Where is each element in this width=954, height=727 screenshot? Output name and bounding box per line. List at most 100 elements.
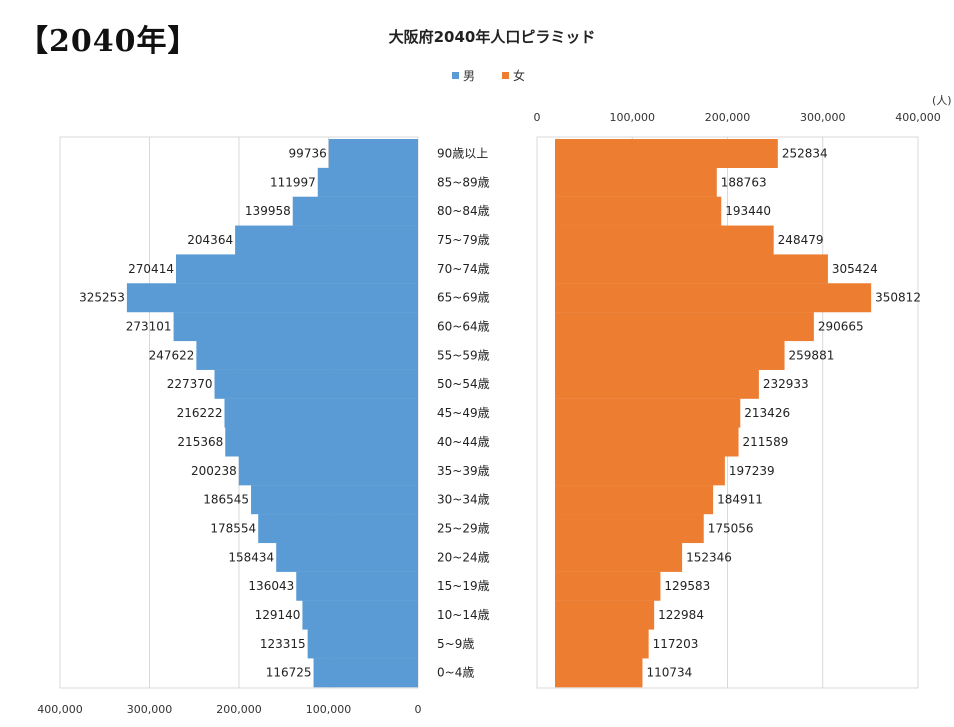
male-value-label: 186545: [203, 493, 249, 507]
female-bar: [555, 340, 785, 370]
male-bar: [328, 139, 418, 168]
female-value-label: 213426: [744, 406, 790, 420]
male-bar: [175, 254, 418, 284]
male-value-label: 123315: [260, 637, 306, 651]
female-axis-tick-label: 400,000: [895, 111, 941, 124]
male-bar: [302, 600, 418, 630]
female-value-label: 184911: [717, 493, 763, 507]
female-axis-tick-label: 100,000: [610, 111, 656, 124]
female-bar: [555, 514, 704, 544]
female-bar: [555, 225, 774, 255]
female-bar: [555, 427, 739, 457]
female-value-label: 117203: [653, 637, 699, 651]
male-bar: [214, 369, 418, 399]
male-axis-tick-label: 300,000: [127, 703, 173, 716]
male-value-label: 129140: [255, 608, 301, 622]
male-bar: [307, 629, 418, 659]
female-bar: [555, 542, 683, 572]
male-value-label: 111997: [270, 175, 316, 189]
female-value-label: 232933: [763, 377, 809, 391]
female-value-label: 175056: [708, 521, 754, 535]
age-group-label: 25~29歳: [437, 521, 490, 535]
page-year-label: 【2040年】: [18, 24, 199, 59]
female-bar: [555, 254, 828, 284]
age-group-label: 75~79歳: [437, 233, 490, 247]
age-group-label: 80~84歳: [437, 204, 490, 218]
male-value-label: 325253: [79, 291, 125, 305]
male-axis-tick-label: 100,000: [306, 703, 352, 716]
female-value-label: 211589: [743, 435, 789, 449]
male-value-label: 270414: [128, 262, 174, 276]
female-bar: [555, 398, 741, 428]
female-bar: [555, 283, 872, 313]
age-group-label: 15~19歳: [437, 579, 490, 593]
female-value-label: 110734: [646, 666, 692, 680]
male-value-label: 204364: [187, 233, 233, 247]
male-bar: [224, 398, 418, 428]
legend-label-male: 男: [463, 69, 475, 83]
age-group-label: 45~49歳: [437, 406, 490, 420]
female-value-label: 129583: [664, 579, 710, 593]
male-value-label: 136043: [248, 579, 294, 593]
male-panel: 400,000 300,000 200,000 100,000 0 99736 111997…: [37, 136, 422, 716]
female-bar: [555, 167, 717, 197]
age-group-label: 0~4歳: [437, 666, 474, 680]
female-value-label: 259881: [789, 348, 835, 362]
female-bar: [555, 369, 759, 399]
male-bar: [317, 167, 418, 197]
female-bar: [555, 629, 649, 659]
unit-label: (人): [932, 94, 952, 107]
age-group-label: 10~14歳: [437, 608, 490, 622]
male-value-label: 158434: [228, 550, 274, 564]
female-panel: 0 100,000 200,000 300,000 400,000 252834 18876…: [534, 111, 941, 689]
female-bar: [555, 456, 725, 486]
male-bar: [258, 514, 418, 544]
female-axis-tick-label: 300,000: [800, 111, 846, 124]
male-bar: [196, 340, 418, 370]
male-value-label: 178554: [210, 521, 256, 535]
male-value-label: 200238: [191, 464, 237, 478]
male-bar: [126, 283, 419, 313]
female-value-label: 290665: [818, 320, 864, 334]
female-bar: [555, 571, 661, 601]
female-value-label: 193440: [725, 204, 771, 218]
male-bar: [251, 485, 418, 515]
male-bar: [313, 658, 418, 688]
legend-label-female: 女: [513, 68, 525, 83]
female-axis-tick-label: 0: [534, 111, 541, 124]
female-bar: [555, 196, 722, 226]
age-group-label: 30~34歳: [437, 493, 490, 507]
age-group-label: 70~74歳: [437, 262, 490, 276]
chart-title: 大阪府2040年人口ピラミッド: [389, 28, 596, 46]
female-value-label: 350812: [875, 291, 921, 305]
age-group-label: 85~89歳: [437, 175, 490, 189]
female-bar: [555, 139, 778, 168]
female-bar: [555, 312, 814, 342]
male-value-label: 247622: [149, 348, 195, 362]
female-bar: [555, 658, 643, 688]
age-group-label: 35~39歳: [437, 464, 490, 478]
male-value-label: 273101: [126, 320, 172, 334]
age-group-label: 90歳以上: [437, 146, 488, 160]
male-bar: [292, 196, 418, 226]
age-group-label: 40~44歳: [437, 435, 490, 449]
female-bar: [555, 485, 714, 515]
female-value-label: 197239: [729, 464, 775, 478]
male-bar: [173, 312, 418, 342]
female-axis-tick-label: 200,000: [705, 111, 751, 124]
male-bar: [225, 427, 418, 457]
male-bar: [276, 542, 418, 572]
age-group-label: 50~54歳: [437, 377, 490, 391]
male-axis-tick-label: 400,000: [37, 703, 83, 716]
female-value-label: 248479: [778, 233, 824, 247]
male-value-label: 227370: [167, 377, 213, 391]
male-value-label: 139958: [245, 204, 291, 218]
male-bar: [235, 225, 418, 255]
female-value-label: 188763: [721, 175, 767, 189]
age-group-label: 20~24歳: [437, 550, 490, 564]
female-value-label: 252834: [782, 146, 828, 160]
male-value-label: 216222: [177, 406, 223, 420]
male-value-label: 116725: [266, 666, 312, 680]
male-value-label: 99736: [289, 146, 327, 160]
